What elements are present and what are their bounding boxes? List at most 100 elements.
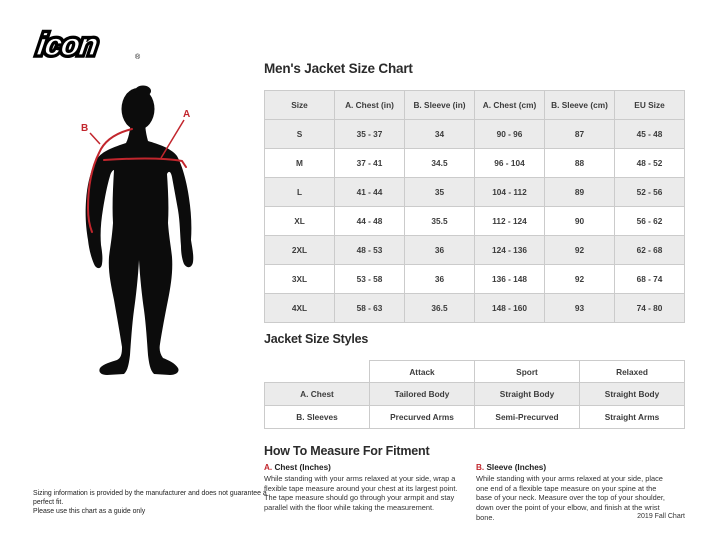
table-row: S 35 - 37 34 90 - 96 87 45 - 48 — [264, 119, 685, 149]
value-cell: Tailored Body — [369, 382, 475, 406]
value-cell: Precurved Arms — [369, 405, 475, 429]
measure-sleeve-section: B. Sleeve (Inches) While standing with y… — [476, 463, 672, 523]
mens-jacket-size-table: Size A. Chest (in) B. Sleeve (in) A. Chest … — [264, 90, 685, 323]
svg-text:icon: icon — [35, 27, 100, 62]
sleeve-label: B — [81, 123, 88, 134]
blank-header-cell — [265, 361, 370, 383]
row-label-cell: A. Chest — [264, 382, 370, 406]
value-cell: 90 — [544, 206, 615, 236]
value-cell: 36.5 — [404, 293, 475, 323]
value-cell: 44 - 48 — [334, 206, 405, 236]
table-row: 3XL 53 - 58 36 136 - 148 92 68 - 74 — [264, 264, 685, 294]
logo-wordmark: icon icon — [32, 26, 102, 64]
value-cell: 34 — [404, 119, 475, 149]
column-header-cell: Attack — [369, 360, 475, 383]
value-cell: 124 - 136 — [474, 235, 545, 265]
measure-sleeve-heading: B. Sleeve (Inches) — [476, 463, 672, 472]
chest-label-leader — [160, 119, 185, 159]
column-header-cell: EU Size — [614, 90, 685, 120]
table-row: A. Chest Tailored Body Straight Body Straig… — [264, 382, 685, 406]
sleeve-label-leader — [89, 132, 101, 145]
value-cell: 92 — [544, 264, 615, 294]
value-cell: 89 — [544, 177, 615, 207]
value-cell: 37 - 41 — [334, 148, 405, 178]
silhouette-head — [121, 88, 155, 130]
sleeve-measure-line — [86, 128, 133, 233]
value-cell: 52 - 56 — [614, 177, 685, 207]
value-cell: 93 — [544, 293, 615, 323]
value-cell: 56 - 62 — [614, 206, 685, 236]
row-label-cell: 4XL — [264, 293, 335, 323]
measure-chest-letter: A. — [264, 463, 273, 472]
value-cell: 34.5 — [404, 148, 475, 178]
value-cell: 58 - 63 — [334, 293, 405, 323]
measure-sleeve-letter: B. — [476, 463, 485, 472]
column-header-cell: Sport — [474, 360, 580, 383]
value-cell: Straight Body — [579, 382, 685, 406]
value-cell: 45 - 48 — [614, 119, 685, 149]
measure-chest-section: A. Chest (Inches) While standing with yo… — [264, 463, 460, 523]
value-cell: 62 - 68 — [614, 235, 685, 265]
row-label-cell: XL — [264, 206, 335, 236]
value-cell: 74 - 80 — [614, 293, 685, 323]
row-label-cell: S — [264, 119, 335, 149]
chest-measure-line — [103, 157, 187, 168]
value-cell: 36 — [404, 235, 475, 265]
column-header-cell: Size — [264, 90, 335, 120]
table-row: B. Sleeves Precurved Arms Semi-Precurved St… — [264, 405, 685, 429]
row-label-cell: 2XL — [264, 235, 335, 265]
table-row: XL 44 - 48 35.5 112 - 124 90 56 - 62 — [264, 206, 685, 236]
value-cell: 112 - 124 — [474, 206, 545, 236]
column-header-cell: A. Chest (in) — [334, 90, 405, 120]
value-cell: 41 - 44 — [334, 177, 405, 207]
value-cell: 53 - 58 — [334, 264, 405, 294]
column-header-cell: A. Chest (cm) — [474, 90, 545, 120]
size-chart-title: Men's Jacket Size Chart — [264, 61, 413, 76]
measure-title: How To Measure For Fitment — [264, 444, 430, 458]
disclaimer-line: Sizing information is provided by the ma… — [33, 490, 267, 506]
chest-label: A — [183, 109, 190, 120]
value-cell: 90 - 96 — [474, 119, 545, 149]
column-header-cell: B. Sleeve (cm) — [544, 90, 615, 120]
table-row: M 37 - 41 34.5 96 - 104 88 48 - 52 — [264, 148, 685, 178]
value-cell: 48 - 53 — [334, 235, 405, 265]
value-cell: 88 — [544, 148, 615, 178]
sizing-disclaimer: Sizing information is provided by the ma… — [33, 489, 283, 516]
measure-chest-text: While standing with your arms relaxed at… — [264, 474, 458, 513]
disclaimer-line: Please use this chart as a guide only — [33, 508, 146, 515]
body-silhouette — [85, 120, 194, 375]
value-cell: 104 - 112 — [474, 177, 545, 207]
value-cell: 136 - 148 — [474, 264, 545, 294]
table-row: 2XL 48 - 53 36 124 - 136 92 62 - 68 — [264, 235, 685, 265]
value-cell: Semi-Precurved — [474, 405, 580, 429]
svg-text:icon: icon — [35, 27, 100, 62]
measure-instructions: A. Chest (Inches) While standing with yo… — [264, 463, 688, 523]
value-cell: 68 - 74 — [614, 264, 685, 294]
value-cell: 35.5 — [404, 206, 475, 236]
measure-chest-label: Chest (Inches) — [274, 463, 331, 472]
value-cell: Straight Body — [474, 382, 580, 406]
row-label-cell: M — [264, 148, 335, 178]
value-cell: 87 — [544, 119, 615, 149]
icon-brand-logo: icon icon ® — [32, 26, 141, 64]
value-cell: 48 - 52 — [614, 148, 685, 178]
measure-chest-heading: A. Chest (Inches) — [264, 463, 460, 472]
silhouette-hair — [135, 85, 151, 97]
value-cell: Straight Arms — [579, 405, 685, 429]
value-cell: 36 — [404, 264, 475, 294]
column-header-cell: B. Sleeve (in) — [404, 90, 475, 120]
table-row: L 41 - 44 35 104 - 112 89 52 - 56 — [264, 177, 685, 207]
value-cell: 35 - 37 — [334, 119, 405, 149]
value-cell: 92 — [544, 235, 615, 265]
column-header-cell: Relaxed — [579, 360, 685, 383]
measurement-figure: A B — [81, 85, 194, 375]
measure-sleeve-label: Sleeve (Inches) — [486, 463, 547, 472]
jacket-size-styles-table: Attack Sport Relaxed A. Chest Tailored Body S… — [264, 360, 685, 429]
value-cell: 35 — [404, 177, 475, 207]
row-label-cell: L — [264, 177, 335, 207]
measure-sleeve-text: While standing with your arms relaxed at… — [476, 474, 665, 522]
jacket-styles-title: Jacket Size Styles — [264, 332, 369, 346]
row-label-cell: B. Sleeves — [264, 405, 370, 429]
value-cell: 96 - 104 — [474, 148, 545, 178]
registered-trademark-symbol: ® — [135, 53, 141, 61]
